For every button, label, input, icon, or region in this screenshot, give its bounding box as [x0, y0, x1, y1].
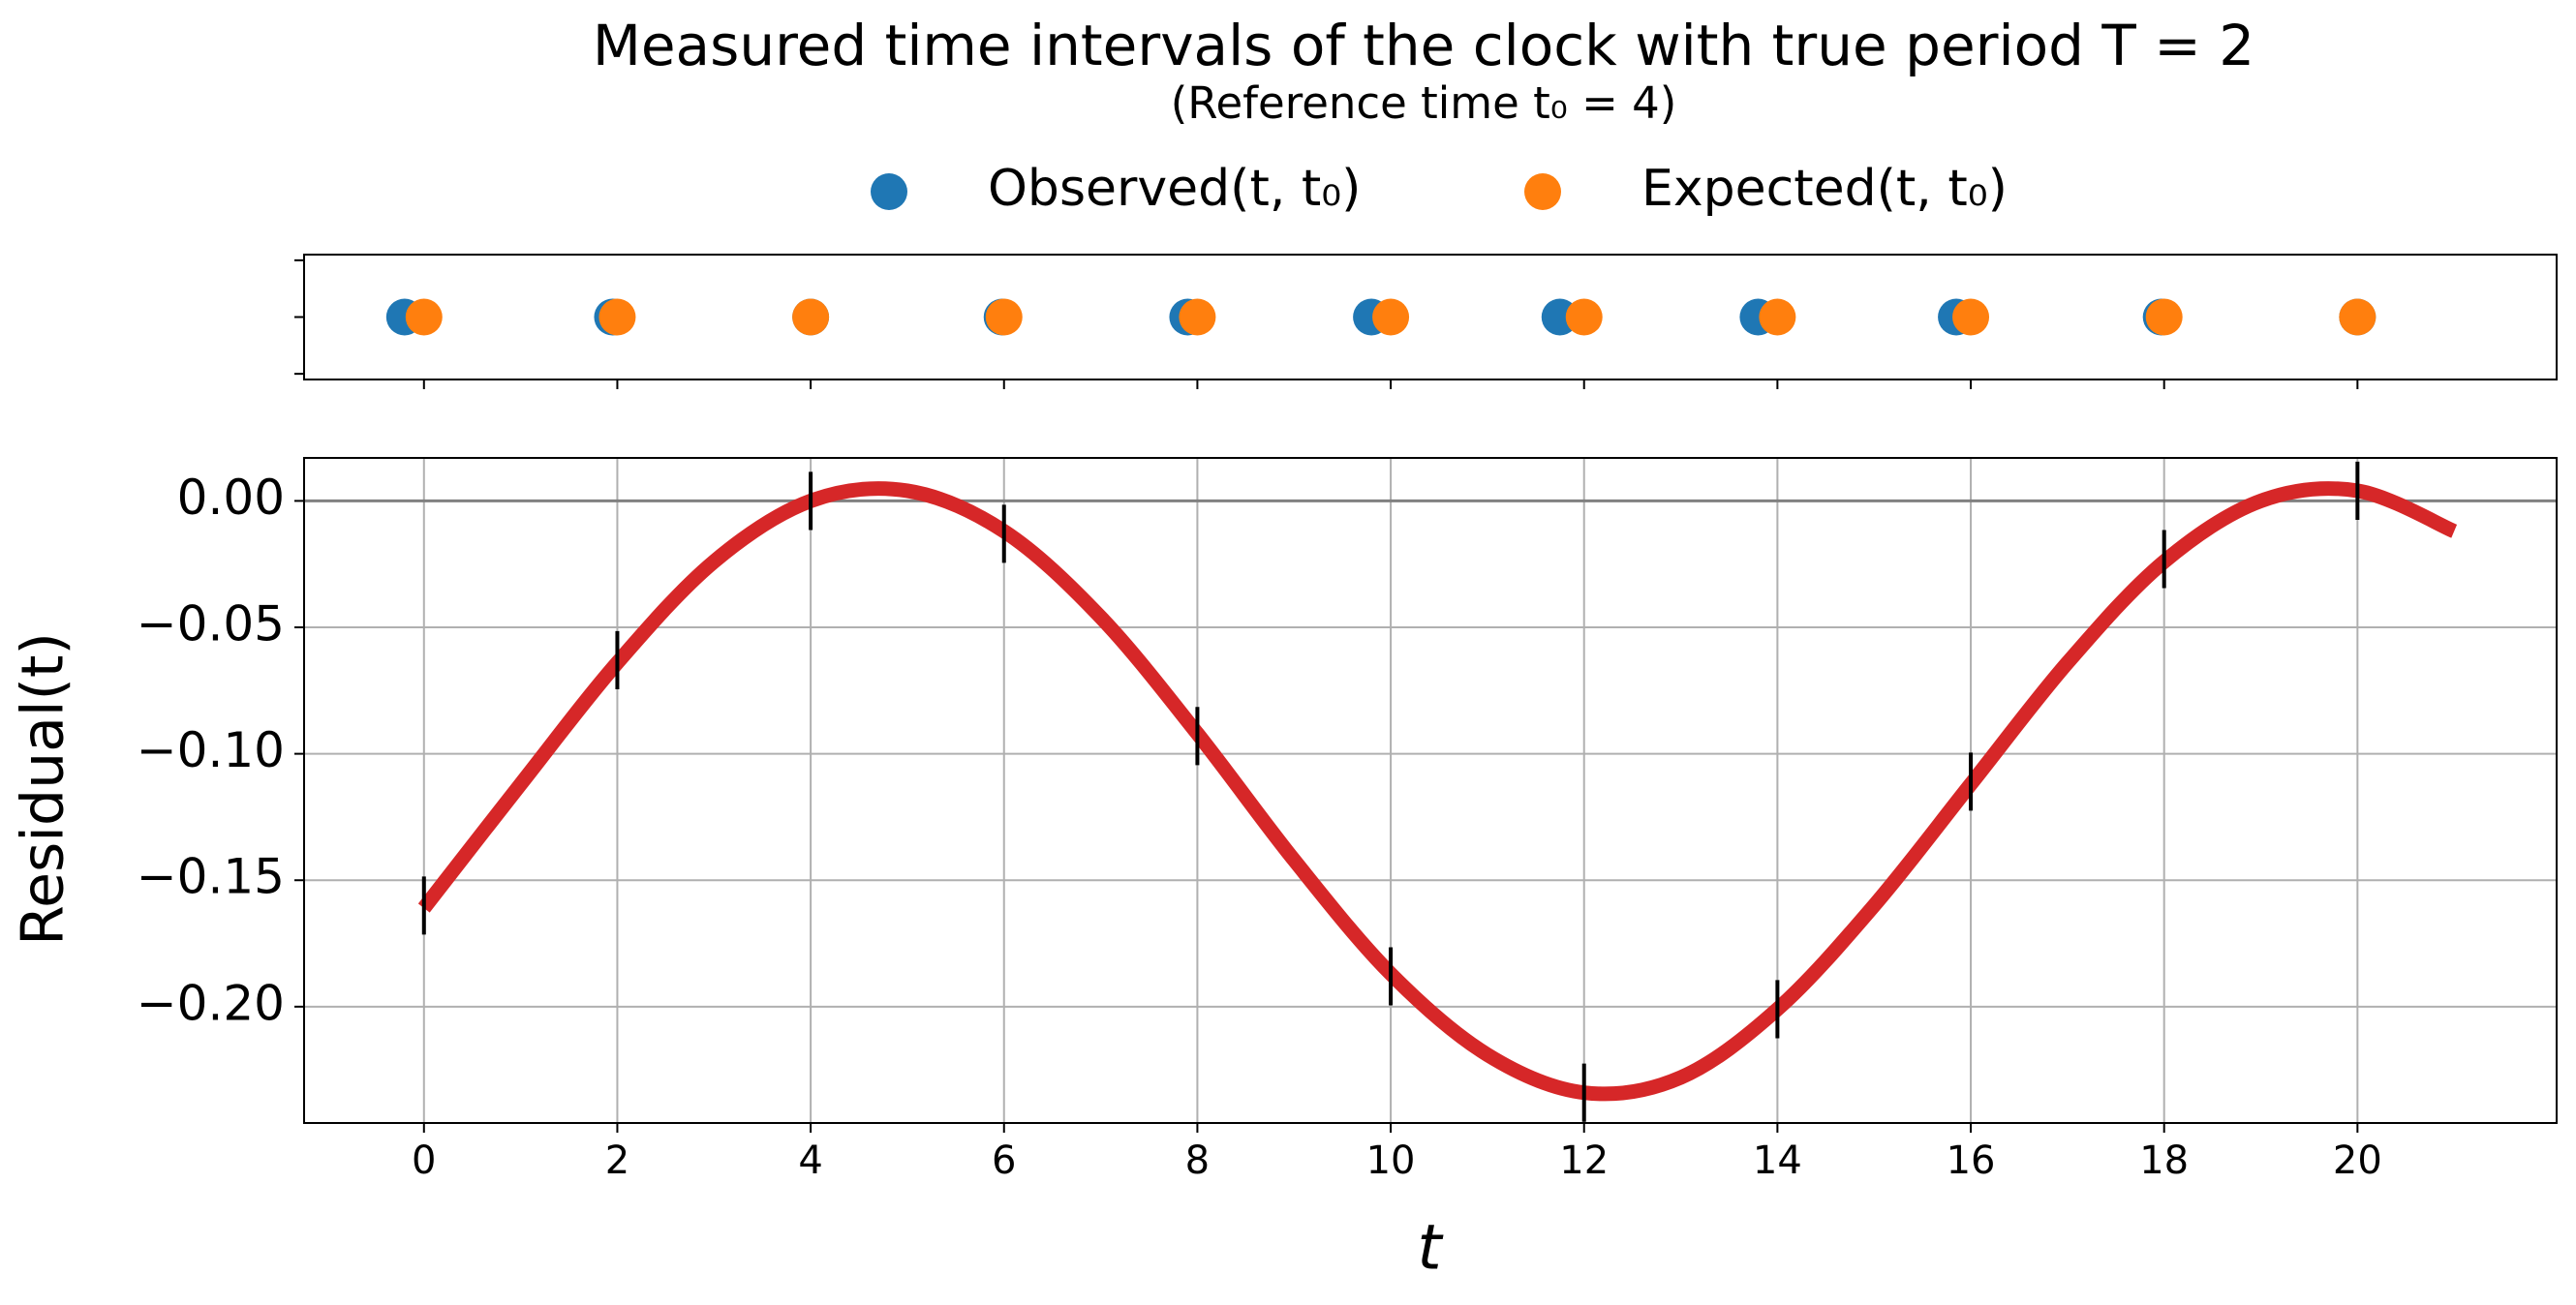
legend-label: Observed(t, t₀)	[988, 160, 1361, 218]
x-tick-label: 16	[1947, 1138, 1996, 1183]
x-tick-label: 8	[1185, 1138, 1210, 1183]
point	[1179, 298, 1216, 336]
x-axis-label: t	[1417, 1213, 1444, 1285]
legend-marker	[871, 173, 907, 210]
x-tick-label: 2	[605, 1138, 629, 1183]
legend-label: Expected(t, t₀)	[1641, 160, 2008, 218]
y-tick-label: −0.10	[137, 722, 285, 778]
chart-title: Measured time intervals of the clock wit…	[593, 13, 2254, 78]
point	[985, 298, 1023, 336]
point	[2339, 298, 2377, 336]
x-tick-label: 18	[2139, 1138, 2189, 1183]
x-tick-label: 0	[412, 1138, 436, 1183]
x-tick-label: 6	[992, 1138, 1016, 1183]
point	[405, 298, 443, 336]
y-axis-label: Residual(t)	[10, 632, 77, 946]
x-tick-label: 20	[2333, 1138, 2382, 1183]
point	[1565, 298, 1603, 336]
point	[1759, 298, 1796, 336]
y-tick-label: −0.20	[137, 975, 285, 1031]
x-tick-label: 10	[1366, 1138, 1416, 1183]
y-tick-label: −0.05	[137, 596, 285, 652]
x-tick-label: 12	[1559, 1138, 1609, 1183]
y-tick-label: −0.15	[137, 849, 285, 905]
chart-subtitle: (Reference time t₀ = 4)	[1171, 77, 1677, 129]
fit-curve	[417, 481, 2458, 1102]
point	[1372, 298, 1410, 336]
y-tick-label: 0.00	[177, 470, 285, 526]
legend-marker	[1524, 173, 1561, 210]
point	[1952, 298, 1990, 336]
plot-frame	[303, 457, 2558, 1124]
point	[2145, 298, 2183, 336]
point	[792, 298, 830, 336]
x-tick-label: 4	[798, 1138, 822, 1183]
x-tick-label: 14	[1753, 1138, 1802, 1183]
point	[598, 298, 636, 336]
plot-frame	[303, 254, 2558, 380]
